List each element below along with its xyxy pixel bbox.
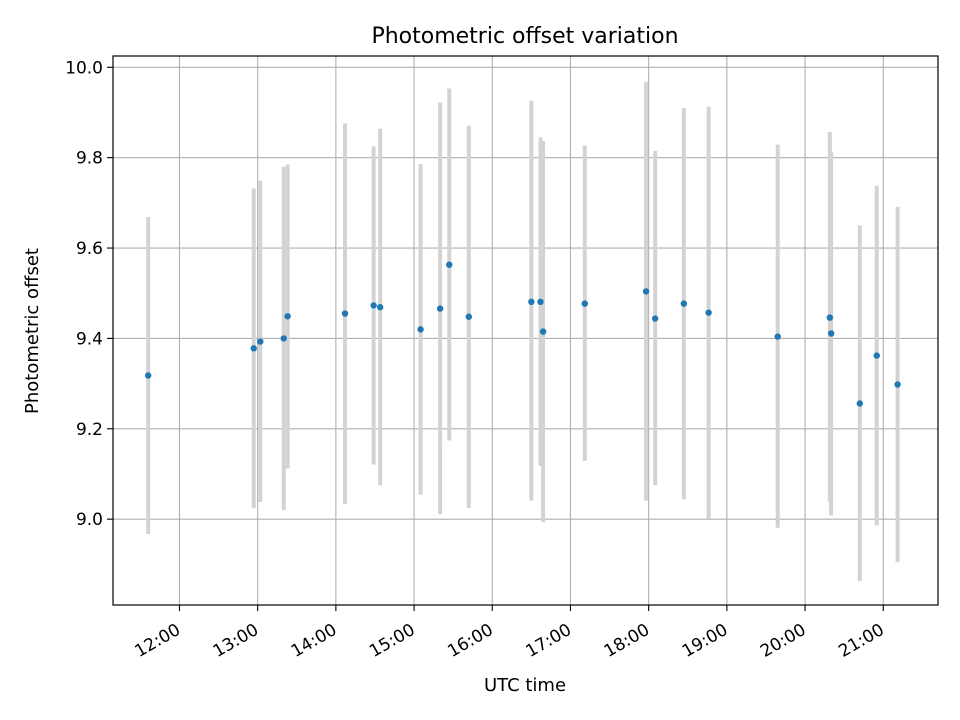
x-axis-label: UTC time [484,675,566,696]
y-axis-ticks: 9.0 9.2 9.4 9.6 9.8 10.0 [65,58,113,530]
data-point [581,300,589,307]
data-point [680,300,688,307]
data-point [528,298,535,306]
y-tick-label: 9.6 [76,239,103,259]
y-tick-label: 9.0 [76,510,103,530]
data-point [856,400,864,407]
y-tick-label: 9.8 [76,149,103,169]
data-points [144,261,901,407]
data-point [705,309,712,316]
data-point [446,261,453,268]
data-point [894,381,901,388]
data-point [341,310,349,317]
data-point [539,328,547,335]
y-tick-label: 9.2 [76,420,103,440]
data-point [280,335,287,342]
grid [113,56,938,605]
data-point [537,298,544,306]
y-axis-label: Photometric offset [22,248,43,414]
data-point [417,326,424,333]
data-point [250,345,257,352]
data-point [465,313,473,320]
y-tick-label: 10.0 [65,58,103,78]
data-point [774,333,781,340]
data-point [370,302,377,309]
chart-title: Photometric offset variation [371,24,678,49]
data-point [436,305,444,312]
data-point [376,304,384,311]
data-point [827,330,835,337]
data-point [284,313,291,320]
y-tick-label: 9.4 [76,329,103,349]
data-point [651,315,659,322]
plot-frame [112,55,939,606]
data-point [642,288,650,295]
data-point [144,372,152,379]
data-point [873,352,880,359]
data-point [826,314,834,321]
data-point [257,338,264,345]
